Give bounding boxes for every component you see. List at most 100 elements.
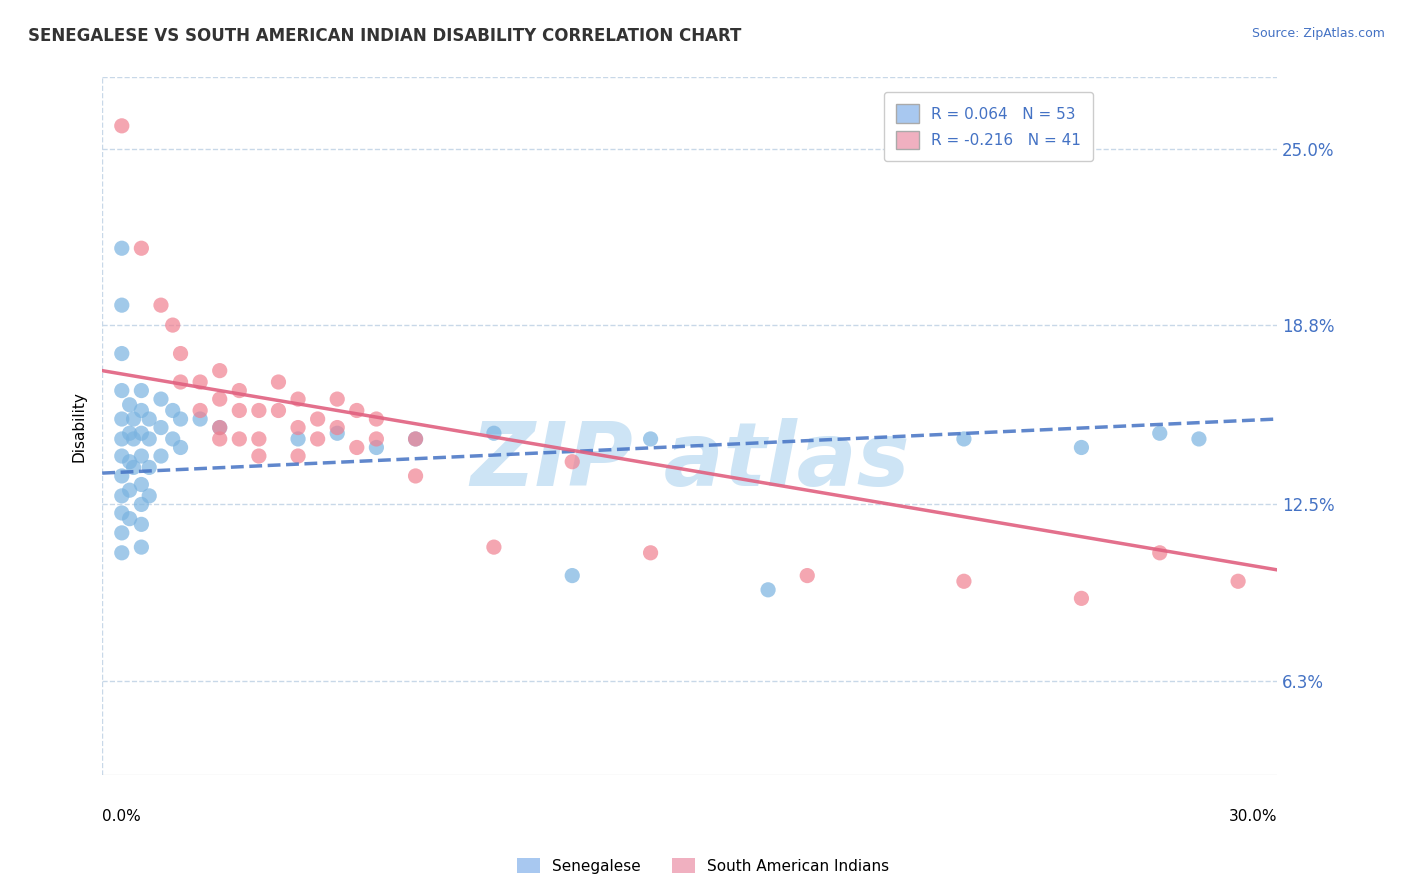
Text: SENEGALESE VS SOUTH AMERICAN INDIAN DISABILITY CORRELATION CHART: SENEGALESE VS SOUTH AMERICAN INDIAN DISA… [28,27,741,45]
Point [111,432,134,446]
Point [796,568,818,582]
Point [162,432,184,446]
Point [267,375,290,389]
Point [267,403,290,417]
Point [131,449,153,463]
Text: ZIP atlas: ZIP atlas [470,417,910,505]
Point [208,432,231,446]
Point [138,412,160,426]
Point [326,392,349,406]
Point [118,398,141,412]
Legend: R = 0.064   N = 53, R = -0.216   N = 41: R = 0.064 N = 53, R = -0.216 N = 41 [884,92,1094,161]
Point [1149,426,1171,441]
Point [111,469,134,483]
Point [1070,591,1092,606]
Point [188,403,211,417]
Point [287,392,309,406]
Point [228,384,250,398]
Point [131,241,153,255]
Point [188,412,211,426]
Point [640,432,662,446]
Y-axis label: Disability: Disability [72,391,86,461]
Point [118,483,141,498]
Point [1227,574,1250,589]
Point [208,420,231,434]
Text: Source: ZipAtlas.com: Source: ZipAtlas.com [1251,27,1385,40]
Point [162,403,184,417]
Point [405,432,427,446]
Point [131,540,153,554]
Legend: Senegalese, South American Indians: Senegalese, South American Indians [510,852,896,880]
Point [111,506,134,520]
Point [405,432,427,446]
Point [346,441,368,455]
Point [138,432,160,446]
Point [111,298,134,312]
Point [247,432,270,446]
Point [138,460,160,475]
Point [149,392,172,406]
Point [1188,432,1211,446]
Point [169,441,191,455]
Point [208,392,231,406]
Point [640,546,662,560]
Point [405,469,427,483]
Point [346,403,368,417]
Point [131,403,153,417]
Point [111,525,134,540]
Point [111,449,134,463]
Point [122,460,145,475]
Point [131,497,153,511]
Point [149,298,172,312]
Point [247,449,270,463]
Point [756,582,779,597]
Point [326,426,349,441]
Point [118,511,141,525]
Point [482,426,505,441]
Point [1070,441,1092,455]
Point [953,432,976,446]
Point [111,489,134,503]
Point [122,432,145,446]
Point [149,449,172,463]
Point [561,455,583,469]
Point [111,119,134,133]
Point [482,540,505,554]
Point [131,477,153,491]
Point [307,432,329,446]
Point [111,546,134,560]
Point [287,449,309,463]
Point [138,489,160,503]
Point [169,346,191,360]
Point [208,364,231,378]
Point [366,441,388,455]
Point [169,375,191,389]
Point [131,426,153,441]
Point [122,412,145,426]
Point [111,241,134,255]
Point [111,346,134,360]
Point [366,432,388,446]
Point [366,412,388,426]
Point [287,432,309,446]
Point [131,384,153,398]
Point [307,412,329,426]
Point [111,384,134,398]
Point [287,420,309,434]
Point [326,420,349,434]
Point [162,318,184,332]
Text: 30.0%: 30.0% [1229,809,1277,824]
Point [247,403,270,417]
Point [208,420,231,434]
Point [149,420,172,434]
Text: 0.0%: 0.0% [103,809,141,824]
Point [188,375,211,389]
Point [228,403,250,417]
Point [111,412,134,426]
Point [953,574,976,589]
Point [169,412,191,426]
Point [118,455,141,469]
Point [561,568,583,582]
Point [131,517,153,532]
Point [1149,546,1171,560]
